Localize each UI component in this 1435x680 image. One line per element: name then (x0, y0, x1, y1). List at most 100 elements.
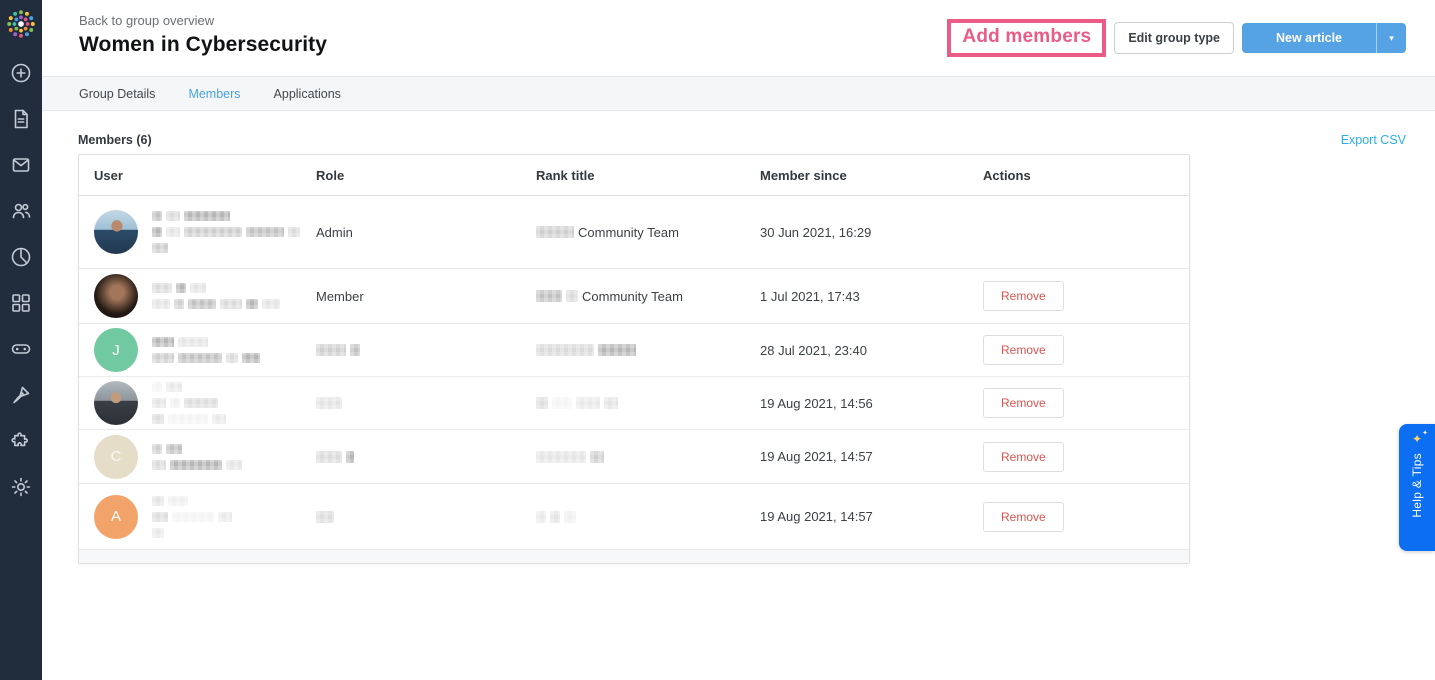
actions-cell: Remove (968, 441, 1189, 472)
role-cell (301, 397, 521, 409)
redacted-block (166, 227, 180, 237)
sidebar-item-articles[interactable] (0, 96, 42, 142)
redacted-block (346, 450, 354, 463)
redacted-block (226, 353, 238, 363)
column-header-role: Role (316, 167, 345, 183)
redacted-block (536, 510, 546, 523)
sidebar-item-design[interactable] (0, 372, 42, 418)
redacted-block (184, 227, 242, 237)
avatar (94, 210, 138, 254)
member-since-cell: 19 Aug 2021, 14:57 (760, 509, 873, 524)
member-since-cell: 1 Jul 2021, 17:43 (760, 288, 860, 304)
avatar: A (94, 494, 138, 539)
redacted-block (168, 414, 208, 424)
rank-title-cell: Community Team (521, 225, 745, 240)
pen-tool-icon (13, 386, 30, 404)
redacted-name (152, 382, 226, 424)
rank-title-cell: Community Team (521, 289, 745, 304)
sidebar-item-messages[interactable] (0, 142, 42, 188)
avatar: C (94, 434, 138, 479)
export-csv-link[interactable]: Export CSV (1340, 132, 1406, 147)
rank-text: Community Team (578, 224, 679, 240)
back-to-group-overview-link[interactable]: Back to group overview (79, 13, 215, 28)
sidebar-item-settings[interactable] (0, 464, 42, 510)
remove-button[interactable]: Remove (983, 441, 1064, 472)
redacted-name-line (152, 414, 226, 424)
redacted-name (152, 337, 260, 363)
redacted-block (152, 495, 164, 506)
redacted-block (152, 527, 164, 538)
remove-button[interactable]: Remove (983, 388, 1064, 418)
redacted-block (246, 227, 284, 237)
user-cell: C (79, 434, 301, 479)
role-text: Member (316, 288, 364, 304)
remove-button[interactable]: Remove (983, 281, 1064, 311)
new-article-button[interactable]: New article (1242, 23, 1376, 53)
remove-button[interactable]: Remove (983, 501, 1064, 532)
redacted-block (242, 353, 260, 363)
redacted-block (166, 443, 182, 454)
redacted-block (550, 510, 560, 523)
chevron-down-icon: ▾ (1389, 32, 1394, 43)
page-title: Women in Cybersecurity (79, 33, 328, 56)
redacted-name (152, 443, 242, 470)
redacted-block (536, 397, 548, 409)
redacted-block (350, 344, 360, 356)
redacted-block (152, 283, 172, 293)
sidebar-item-apps[interactable] (0, 280, 42, 326)
redacted-name-line (152, 511, 232, 522)
redacted-block (576, 397, 600, 409)
remove-button[interactable]: Remove (983, 335, 1064, 365)
sidebar-item-integrations[interactable] (0, 418, 42, 464)
redacted-name-line (152, 459, 242, 470)
redacted-name (152, 211, 300, 253)
edit-group-type-button[interactable]: Edit group type (1114, 22, 1234, 54)
redacted-name-line (152, 299, 280, 309)
redacted-name-line (152, 227, 300, 237)
redacted-block (598, 344, 636, 356)
redacted-block (176, 283, 186, 293)
redacted-block (316, 510, 334, 523)
avatar: J (94, 328, 138, 372)
redacted-block (536, 226, 574, 238)
tab-group-details[interactable]: Group Details (79, 86, 156, 101)
redacted-block (152, 353, 174, 363)
help-tab-label: Help & Tips (1410, 453, 1424, 518)
sidebar-item-analytics[interactable] (0, 234, 42, 280)
help-and-tips-tab[interactable]: ✦ ✦ Help & Tips (1399, 424, 1435, 551)
role-cell: Admin (301, 225, 521, 240)
tab-applications[interactable]: Applications (273, 86, 341, 101)
redacted-block (168, 495, 188, 506)
redacted-block (170, 398, 180, 408)
table-footer (79, 549, 1189, 563)
redacted-block (218, 511, 232, 522)
role-cell (301, 344, 521, 356)
add-members-button[interactable]: Add members (947, 19, 1107, 57)
redacted-name-line (152, 283, 280, 293)
redacted-block (552, 397, 572, 409)
redacted-block (536, 344, 594, 356)
sidebar-item-members[interactable] (0, 188, 42, 234)
redacted-block (288, 227, 300, 237)
rank-text: Community Team (582, 288, 683, 304)
role-text: Admin (316, 224, 353, 240)
people-icon (12, 203, 31, 219)
rank-title-cell (521, 397, 745, 409)
redacted-block (166, 382, 182, 392)
redacted-block (152, 382, 162, 392)
apps-grid-icon (12, 294, 30, 312)
avatar (94, 274, 138, 318)
redacted-block (536, 290, 562, 302)
sidebar-item-create[interactable] (0, 50, 42, 96)
redacted-block (604, 397, 618, 409)
new-article-dropdown-button[interactable]: ▾ (1376, 23, 1406, 53)
redacted-block (566, 290, 578, 302)
header-actions: Add members Edit group type New article … (947, 0, 1406, 76)
tab-members[interactable]: Members (188, 86, 241, 101)
member-since-cell: 19 Aug 2021, 14:57 (760, 449, 873, 464)
app-logo[interactable] (0, 0, 42, 48)
content-head: Members (6) Export CSV (78, 111, 1435, 147)
redacted-name (152, 283, 280, 309)
table-row: Member Community Team 1 Jul 2021, 17:43 … (79, 268, 1189, 323)
sidebar-item-features[interactable] (0, 326, 42, 372)
